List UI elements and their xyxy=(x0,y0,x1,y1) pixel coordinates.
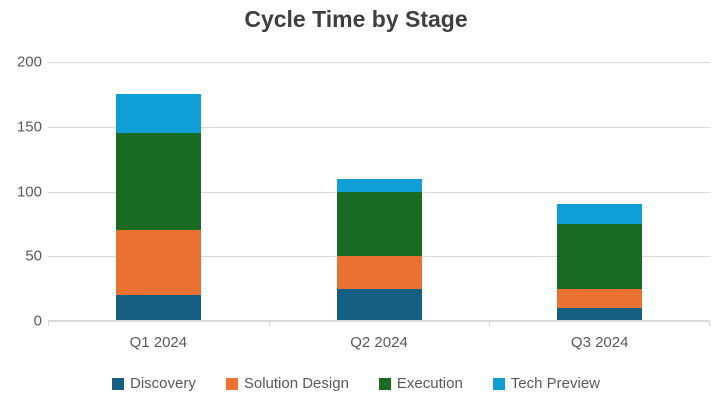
bar-segment-q2-2024-tech-preview xyxy=(336,178,422,192)
gridline-150 xyxy=(48,126,710,128)
x-axis-tick xyxy=(709,321,710,326)
y-tick-label-50: 50 xyxy=(25,247,42,265)
plot-area xyxy=(48,62,710,326)
y-tick-label-100: 100 xyxy=(16,183,42,200)
category-q3-2024 xyxy=(489,62,710,321)
legend-item-discovery: Discovery xyxy=(111,375,196,392)
legend-label-execution: Execution xyxy=(396,375,463,392)
bar-segment-q3-2024-discovery xyxy=(557,308,643,321)
legend-swatch-solution-design xyxy=(225,377,238,390)
category-q2-2024 xyxy=(269,62,490,321)
bar-segment-q2-2024-execution xyxy=(336,191,422,257)
bar-q1-2024 xyxy=(115,94,201,321)
x-axis-line xyxy=(48,320,710,322)
legend-label-discovery: Discovery xyxy=(129,375,196,392)
gridline-200 xyxy=(48,62,710,63)
x-axis-labels: Q1 2024 Q2 2024 Q3 2024 xyxy=(48,334,710,351)
legend-item-tech-preview: Tech Preview xyxy=(492,375,600,392)
bar-segment-q3-2024-tech-preview xyxy=(557,204,643,224)
bar-segment-q1-2024-tech-preview xyxy=(115,94,201,134)
bar-segment-q2-2024-discovery xyxy=(336,288,422,321)
x-category-label-q3-2024: Q3 2024 xyxy=(570,334,629,351)
legend-item-solution-design: Solution Design xyxy=(225,375,349,392)
bar-segment-q1-2024-execution xyxy=(115,133,201,231)
bar-q2-2024 xyxy=(336,178,422,321)
bar-q3-2024 xyxy=(557,204,643,321)
legend-swatch-discovery xyxy=(111,377,124,390)
x-axis-tick xyxy=(268,321,270,326)
bars-row xyxy=(48,62,710,321)
bar-segment-q3-2024-execution xyxy=(557,223,643,289)
y-tick-label-200: 200 xyxy=(16,53,42,71)
legend-swatch-execution xyxy=(378,377,391,390)
y-tick-label-0: 0 xyxy=(33,312,42,330)
bar-segment-q2-2024-solution-design xyxy=(336,256,422,289)
chart-legend: Discovery Solution Design Execution Tech Pr… xyxy=(0,375,712,392)
bar-segment-q3-2024-solution-design xyxy=(557,288,643,309)
chart-title: Cycle Time by Stage xyxy=(244,6,468,32)
category-q1-2024 xyxy=(48,62,269,321)
legend-label-solution-design: Solution Design xyxy=(243,375,349,392)
legend-label-tech-preview: Tech Preview xyxy=(510,375,600,392)
x-category-label-q1-2024: Q1 2024 xyxy=(129,334,188,351)
y-tick-label-150: 150 xyxy=(16,118,42,136)
x-axis-tick xyxy=(48,321,49,326)
x-category-label-q2-2024: Q2 2024 xyxy=(350,334,408,351)
x-axis-tick xyxy=(489,321,491,326)
legend-item-execution: Execution xyxy=(378,375,463,392)
legend-swatch-tech-preview xyxy=(492,377,505,390)
bar-segment-q1-2024-solution-design xyxy=(115,230,201,296)
bar-segment-q1-2024-discovery xyxy=(115,295,201,321)
